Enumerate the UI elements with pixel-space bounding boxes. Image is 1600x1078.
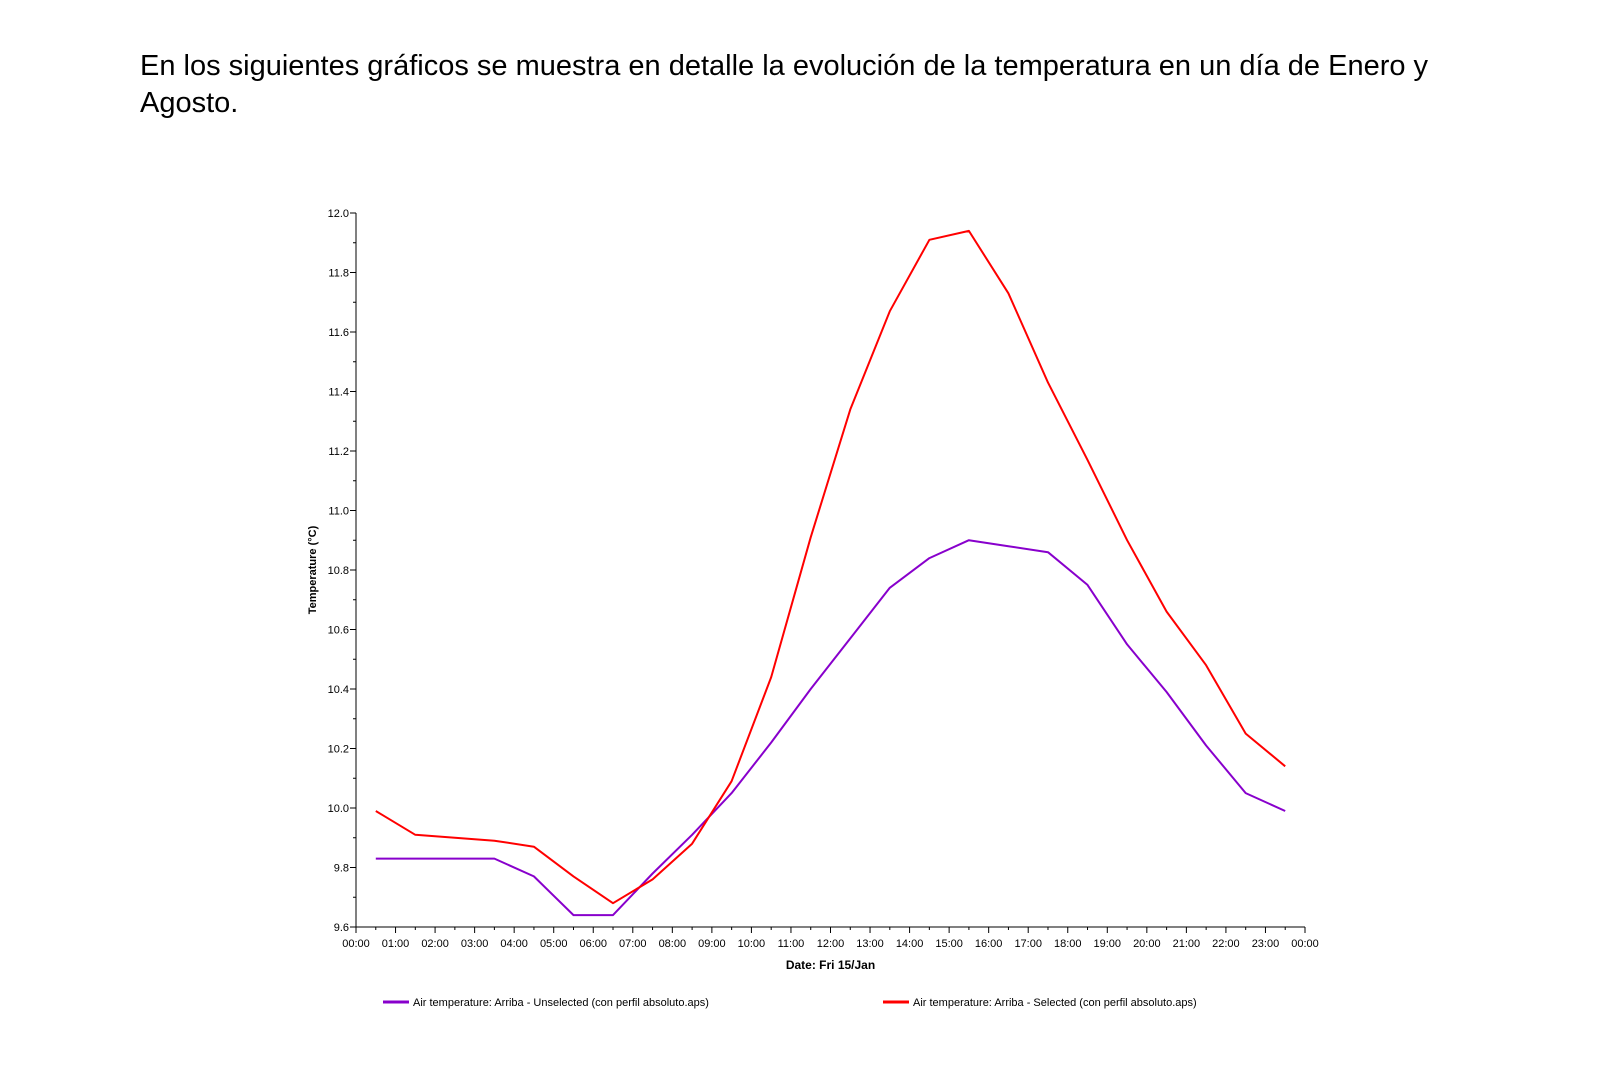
x-tick-label: 21:00 — [1173, 938, 1201, 950]
y-tick-label: 10.4 — [328, 684, 349, 696]
chart-legend: Air temperature: Arriba - Unselected (co… — [383, 997, 1197, 1009]
y-tick-label: 11.6 — [328, 327, 349, 339]
x-tick-label: 00:00 — [342, 938, 370, 950]
series-line-selected — [375, 229, 1286, 905]
x-tick-label: 18:00 — [1054, 938, 1082, 950]
y-tick-label: 11.8 — [328, 268, 349, 280]
x-tick-label: 09:00 — [698, 938, 726, 950]
x-tick-label: 02:00 — [421, 938, 449, 950]
x-tick-label: 17:00 — [1014, 938, 1042, 950]
x-tick-label: 07:00 — [619, 938, 647, 950]
chart-axes: 9.6 9.8 10.0 10.2 10.4 10.6 10.8 11.0 11.2 11.4 11… — [328, 208, 1319, 950]
x-tick-label: 22:00 — [1212, 938, 1240, 950]
y-tick-label: 10.8 — [328, 565, 349, 577]
x-tick-label: 01:00 — [382, 938, 410, 950]
x-tick-label: 10:00 — [738, 938, 766, 950]
x-tick-label: 04:00 — [500, 938, 528, 950]
x-tick-label: 12:00 — [817, 938, 845, 950]
x-tick-label: 03:00 — [461, 938, 489, 950]
x-tick-label: 08:00 — [659, 938, 687, 950]
y-tick-label: 10.6 — [328, 625, 349, 637]
x-tick-label: 11:00 — [778, 938, 805, 950]
x-axis-title: Date: Fri 15/Jan — [786, 958, 875, 972]
x-tick-label: 06:00 — [579, 938, 607, 950]
x-tick-label: 05:00 — [540, 938, 568, 950]
x-tick-label: 15:00 — [935, 938, 963, 950]
x-tick-label: 20:00 — [1133, 938, 1161, 950]
x-tick-label: 00:00 — [1291, 938, 1319, 950]
y-tick-label: 12.0 — [328, 208, 349, 220]
y-tick-label: 10.2 — [328, 744, 349, 756]
series-line-unselected — [375, 539, 1286, 917]
y-axis-title: Temperature (°C) — [307, 525, 319, 614]
x-tick-label: 13:00 — [856, 938, 884, 950]
x-tick-label: 14:00 — [896, 938, 924, 950]
chart-series — [375, 229, 1286, 917]
x-tick-label: 19:00 — [1094, 938, 1122, 950]
intro-paragraph: En los siguientes gráficos se muestra en… — [140, 50, 1429, 119]
x-tick-label: 16:00 — [975, 938, 1003, 950]
y-tick-label: 11.2 — [328, 446, 349, 458]
x-tick-label: 23:00 — [1252, 938, 1280, 950]
y-tick-label: 11.0 — [328, 506, 349, 518]
legend-entry-label: Air temperature: Arriba - Selected (con … — [913, 997, 1197, 1009]
y-tick-label: 9.6 — [334, 922, 349, 934]
y-tick-label: 10.0 — [328, 803, 349, 815]
y-tick-label: 11.4 — [328, 387, 349, 399]
legend-entry-label: Air temperature: Arriba - Unselected (co… — [413, 997, 709, 1009]
y-tick-label: 9.8 — [334, 863, 349, 875]
